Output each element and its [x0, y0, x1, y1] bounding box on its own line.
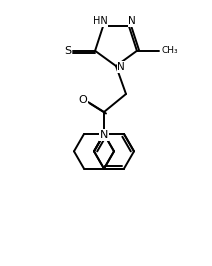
- Text: N: N: [100, 130, 108, 140]
- Text: O: O: [79, 95, 87, 105]
- Text: CH₃: CH₃: [162, 46, 179, 55]
- Text: HN: HN: [93, 16, 107, 26]
- Text: S: S: [64, 46, 72, 56]
- Text: N: N: [128, 16, 136, 26]
- Text: N: N: [117, 62, 125, 72]
